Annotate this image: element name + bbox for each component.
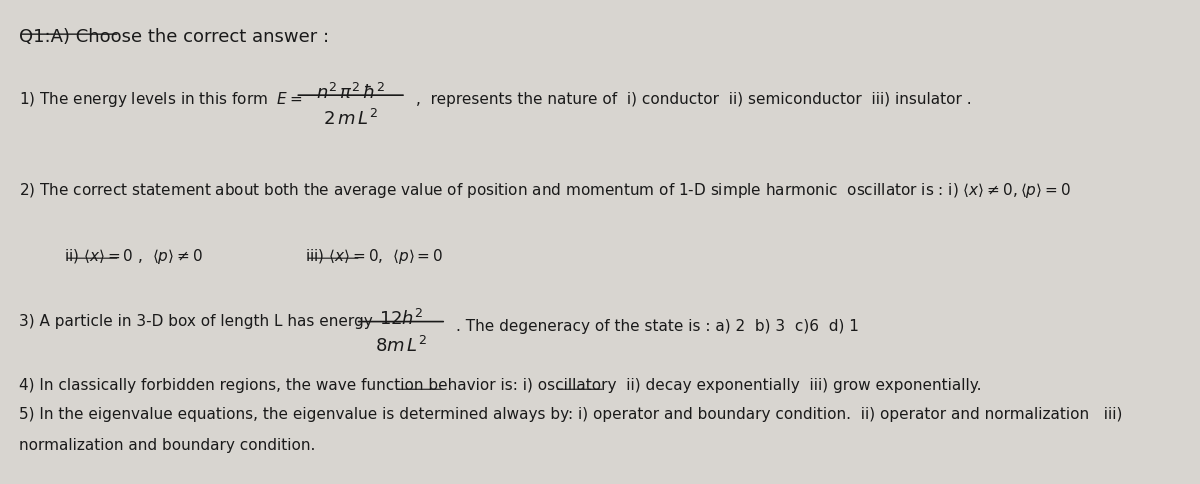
- Text: 3) A particle in 3-D box of length L has energy: 3) A particle in 3-D box of length L has…: [19, 313, 373, 328]
- Text: 4) In classically forbidden regions, the wave function behavior is: i) oscillato: 4) In classically forbidden regions, the…: [19, 378, 982, 393]
- Text: Q1:A) Choose the correct answer :: Q1:A) Choose the correct answer :: [19, 28, 329, 46]
- Text: . The degeneracy of the state is : a) 2  b) 3  c)6  d) 1: . The degeneracy of the state is : a) 2 …: [456, 318, 859, 333]
- Text: 2) The correct statement about both the average value of position and momentum o: 2) The correct statement about both the …: [19, 180, 1072, 199]
- Text: ii) $\langle x\rangle=0$ ,  $\langle p\rangle\neq 0$: ii) $\langle x\rangle=0$ , $\langle p\ra…: [65, 247, 203, 266]
- Text: $2\,m\,L^2$: $2\,m\,L^2$: [323, 109, 378, 129]
- Text: $n^2\,\pi^2\,\hbar^2$: $n^2\,\pi^2\,\hbar^2$: [316, 83, 385, 103]
- Text: normalization and boundary condition.: normalization and boundary condition.: [19, 437, 316, 452]
- Text: $12h^2$: $12h^2$: [379, 309, 424, 329]
- Text: iii) $\langle x\rangle=0$,  $\langle p\rangle= 0$: iii) $\langle x\rangle=0$, $\langle p\ra…: [306, 247, 444, 266]
- Text: 5) In the eigenvalue equations, the eigenvalue is determined always by: i) opera: 5) In the eigenvalue equations, the eige…: [19, 406, 1123, 421]
- Text: $8m\,L^2$: $8m\,L^2$: [374, 335, 427, 355]
- Text: ,  represents the nature of  i) conductor  ii) semiconductor  iii) insulator .: , represents the nature of i) conductor …: [416, 92, 972, 107]
- Text: 1) The energy levels in this form  $E=$: 1) The energy levels in this form $E=$: [19, 90, 302, 109]
